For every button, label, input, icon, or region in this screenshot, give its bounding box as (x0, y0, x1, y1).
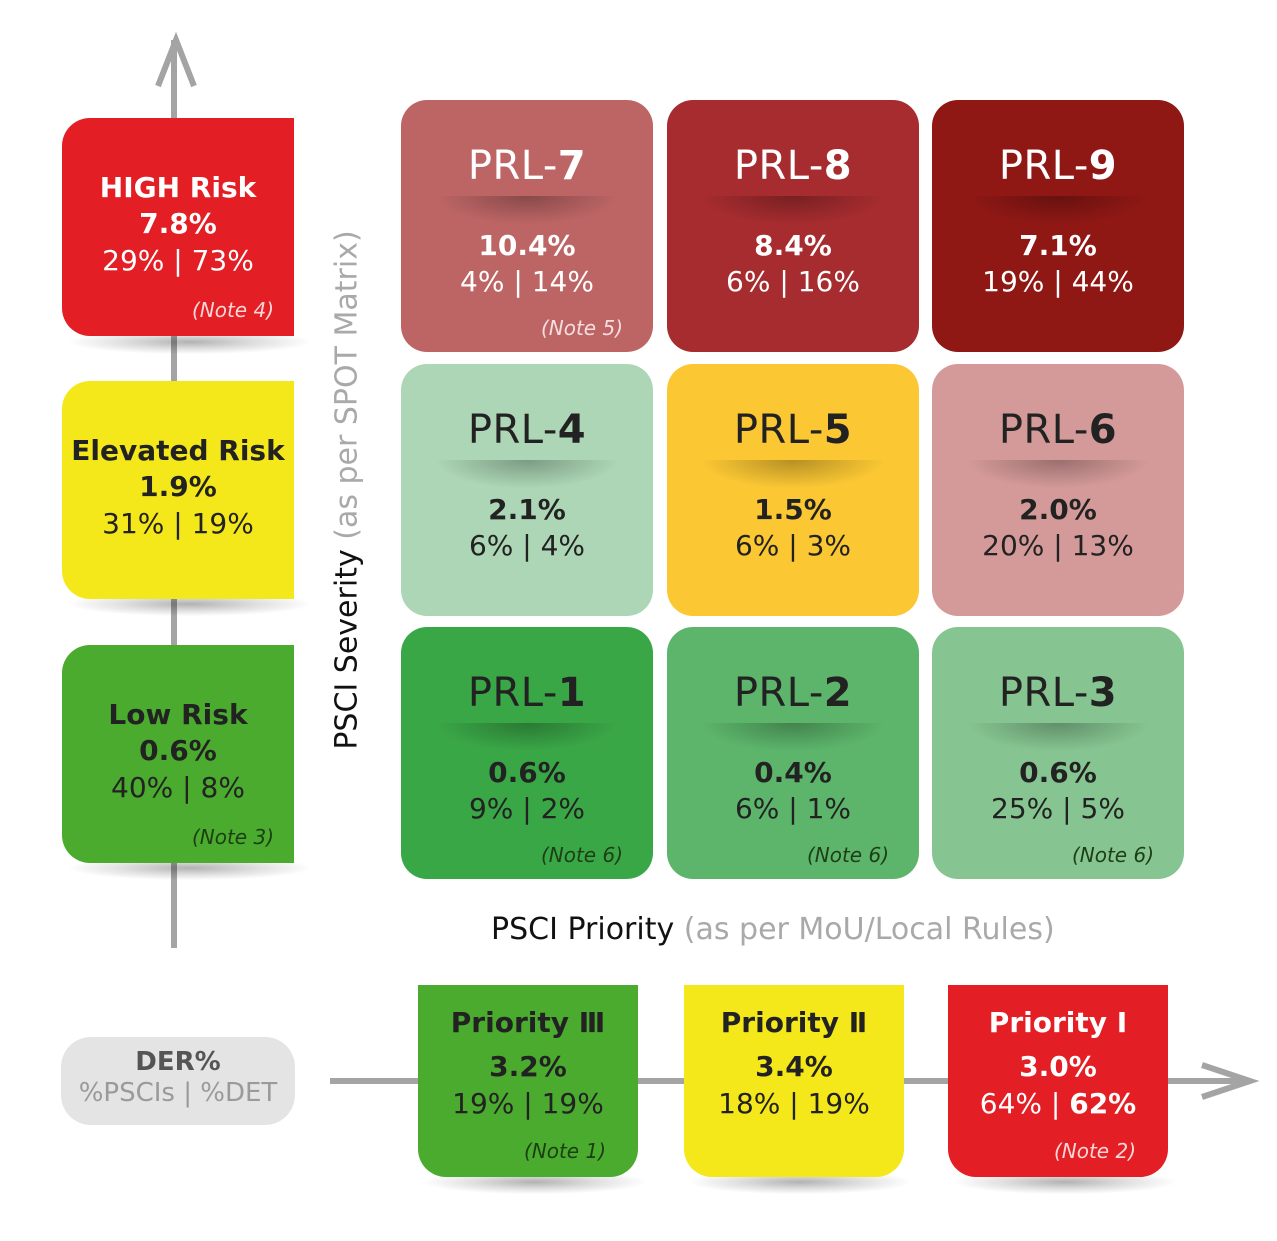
prl-split: 4% | 14% (460, 265, 594, 298)
prl-der: 10.4% (478, 229, 576, 262)
risk-box-low: Low Risk 0.6% 40% | 8% (Note 3) (62, 645, 294, 863)
der-legend-title: DER% (135, 1047, 221, 1077)
prl-split: 6% | 1% (734, 792, 852, 825)
priority-split: 18% | 19% (718, 1086, 870, 1120)
risk-split: 31% | 19% (102, 506, 254, 540)
risk-label: Low Risk (108, 698, 248, 731)
roman-numeral-icon: Ⅱ (848, 1006, 868, 1039)
prl-label: PRL-4 (467, 407, 587, 453)
prl-cell-9: PRL-9 7.1% 19% | 44% (932, 100, 1184, 352)
prl-label: PRL-6 (998, 407, 1118, 453)
prl-der: 1.5% (754, 493, 832, 526)
risk-der: 7.8% (139, 207, 217, 241)
der-legend: DER% %PSCIs | %DET (61, 1037, 295, 1125)
priority-label: Priority Ⅲ (450, 1006, 606, 1039)
prl-cell-1: PRL-1 0.6% 9% | 2% (Note 6) (401, 627, 653, 879)
prl-note: (Note 6) (806, 843, 889, 867)
prl-split: 20% | 13% (982, 529, 1134, 562)
prl-label: PRL-7 (467, 143, 587, 189)
x-axis-title: PSCI Priority (as per MoU/Local Rules) (491, 912, 1055, 947)
risk-label: Elevated Risk (71, 434, 285, 467)
priority-box-1: Priority Ⅰ 3.0% 64% | 62% (Note 2) (948, 985, 1168, 1177)
prl-der: 2.0% (1019, 493, 1097, 526)
prl-label: PRL-3 (998, 670, 1118, 716)
prl-der: 0.4% (754, 756, 832, 789)
risk-box-high: HIGH Risk 7.8% 29% | 73% (Note 4) (62, 118, 294, 336)
prl-label: PRL-8 (733, 143, 853, 189)
der-legend-subtitle: %PSCIs | %DET (78, 1078, 278, 1109)
prl-cell-8: PRL-8 8.4% 6% | 16% (667, 100, 919, 352)
priority-note: (Note 1) (523, 1139, 606, 1163)
risk-note: (Note 4) (191, 298, 274, 322)
priority-note: (Note 2) (1053, 1139, 1136, 1163)
priority-split: 19% | 19% (452, 1086, 604, 1120)
prl-note: (Note 5) (540, 316, 623, 340)
priority-der: 3.4% (755, 1050, 833, 1084)
x-axis-title-sub: (as per MoU/Local Rules) (683, 912, 1055, 947)
prl-split: 6% | 4% (468, 529, 586, 562)
risk-label: HIGH Risk (99, 171, 257, 204)
prl-label: PRL-5 (733, 407, 853, 453)
risk-box-elevated: Elevated Risk 1.9% 31% | 19% (62, 381, 294, 599)
prl-note: (Note 6) (540, 843, 623, 867)
priority-box-2: Priority Ⅱ 3.4% 18% | 19% (684, 985, 904, 1177)
prl-der: 0.6% (488, 756, 566, 789)
y-axis-title-main: PSCI Severity (329, 549, 365, 750)
prl-cell-4: PRL-4 2.1% 6% | 4% (401, 364, 653, 616)
risk-der: 1.9% (139, 470, 217, 504)
prl-cell-6: PRL-6 2.0% 20% | 13% (932, 364, 1184, 616)
risk-split: 29% | 73% (102, 243, 254, 277)
prl-note: (Note 6) (1071, 843, 1154, 867)
risk-der: 0.6% (139, 734, 217, 768)
priority-split: 64% | 62% (979, 1086, 1137, 1120)
prl-cell-7: PRL-7 10.4% 4% | 14% (Note 5) (401, 100, 653, 352)
risk-note: (Note 3) (191, 825, 274, 849)
priority-label: Priority Ⅰ (988, 1006, 1128, 1039)
prl-cell-3: PRL-3 0.6% 25% | 5% (Note 6) (932, 627, 1184, 879)
prl-der: 8.4% (754, 229, 832, 262)
priority-der: 3.0% (1019, 1050, 1097, 1084)
roman-numeral-icon: Ⅰ (1116, 1006, 1128, 1039)
prl-der: 0.6% (1019, 756, 1097, 789)
prl-cell-2: PRL-2 0.4% 6% | 1% (Note 6) (667, 627, 919, 879)
prl-split: 6% | 3% (734, 529, 852, 562)
prl-der: 2.1% (488, 493, 566, 526)
priority-box-3: Priority Ⅲ 3.2% 19% | 19% (Note 1) (418, 985, 638, 1177)
priority-der: 3.2% (489, 1050, 567, 1084)
roman-numeral-icon: Ⅲ (578, 1006, 606, 1039)
prl-der: 7.1% (1019, 229, 1097, 262)
priority-label: Priority Ⅱ (720, 1006, 868, 1039)
x-axis-title-main: PSCI Priority (491, 912, 675, 947)
prl-split: 6% | 16% (726, 265, 860, 298)
prl-split: 19% | 44% (982, 265, 1134, 298)
risk-split: 40% | 8% (111, 770, 245, 804)
prl-split: 25% | 5% (991, 792, 1125, 825)
prl-cell-5: PRL-5 1.5% 6% | 3% (667, 364, 919, 616)
y-axis-title-sub: (as per SPOT Matrix) (329, 230, 365, 540)
prl-label: PRL-2 (733, 670, 853, 716)
y-axis-title: PSCI Severity (as per SPOT Matrix) (330, 230, 365, 749)
prl-split: 9% | 2% (468, 792, 586, 825)
prl-label: PRL-1 (467, 670, 587, 716)
prl-label: PRL-9 (998, 143, 1118, 189)
